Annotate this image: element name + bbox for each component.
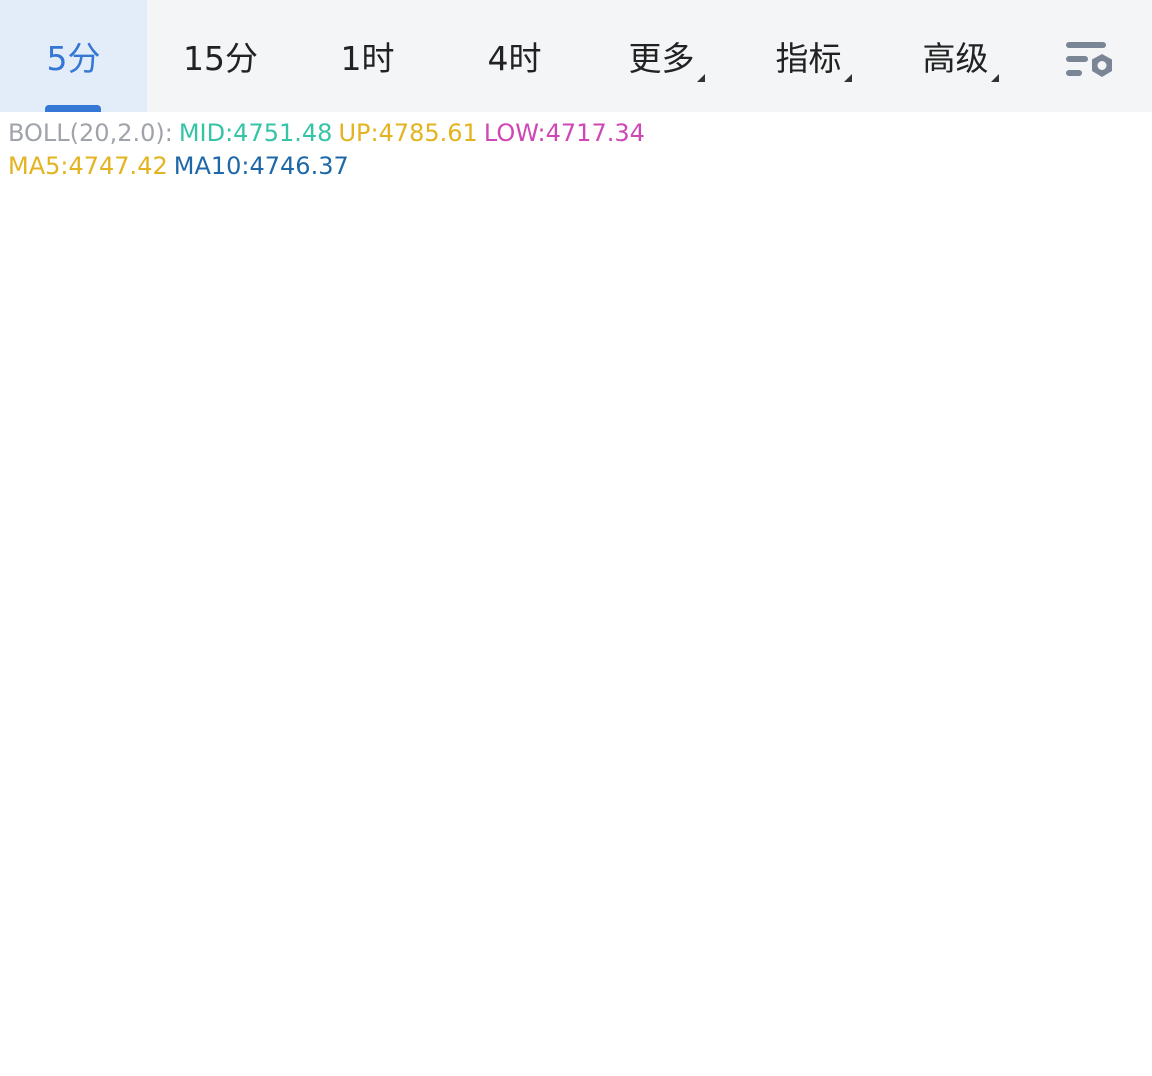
legend-row: BOLL(20,2.0): MID:4751.48 UP:4785.61 LOW:47… (8, 117, 657, 150)
tab[interactable]: 5分 (0, 0, 147, 112)
max-label: 4788.88 (422, 244, 521, 272)
candle-body (15, 600, 32, 623)
candle-body (674, 681, 691, 755)
candle-body (486, 488, 503, 497)
candle-body (934, 761, 950, 823)
candle-body (203, 457, 220, 548)
candle-body (133, 505, 150, 516)
candle-body (345, 352, 362, 425)
tab-label: 高级 (922, 39, 989, 78)
tab[interactable]: 15分 (147, 0, 294, 112)
candle-body (792, 749, 809, 827)
candle-body (415, 294, 432, 323)
candle-body (580, 537, 597, 547)
legend-entry: LOW:4717.34 (483, 119, 645, 147)
candle-body (368, 352, 385, 405)
legend-entry: MA5:4747.42 (8, 152, 168, 180)
indicator-line (0, 613, 967, 1006)
candle-body (510, 488, 527, 547)
min-label: 4718.96 (756, 946, 855, 974)
candle-body (722, 677, 739, 793)
candle-body (227, 431, 244, 457)
candle-body (557, 546, 574, 601)
plot-area (0, 231, 985, 1006)
legend-entry: UP:4785.61 (338, 119, 478, 147)
candle-body (839, 820, 856, 841)
candle-body (816, 820, 833, 827)
candle-body (86, 592, 103, 657)
candle-body (439, 322, 456, 385)
tab[interactable]: 1时 (294, 0, 441, 112)
candle-body (533, 546, 550, 601)
tab-label: 1时 (340, 39, 395, 78)
expand-button[interactable] (47, 929, 113, 995)
legend-entry: MA10:4746.37 (173, 152, 349, 180)
candle-body (463, 384, 479, 497)
indicator-line (0, 448, 967, 761)
candle-body (698, 677, 715, 683)
tab-label: 15分 (183, 39, 258, 78)
tab-label: 更多 (628, 39, 695, 78)
current-price-label: 4738.94 (1016, 744, 1119, 773)
tab[interactable]: 指标 (735, 0, 882, 112)
current-price-tag (987, 738, 1152, 779)
legend-row: MA5:4747.42 MA10:4746.37 (8, 150, 657, 183)
indicator-line (0, 353, 966, 837)
candle-body (863, 810, 880, 841)
highlight-ring (708, 899, 927, 1018)
y-tick-label: 4760 (1036, 533, 1100, 562)
y-tick-label: 4740 (1036, 734, 1100, 763)
tab-label: 指标 (775, 39, 842, 78)
y-tick-label: 4780 (1036, 332, 1100, 361)
candle-body (957, 822, 974, 887)
candle-body (156, 516, 173, 521)
tab-label: 5分 (46, 39, 101, 78)
y-tick-label: 4720 (1036, 935, 1100, 964)
legend-entry: MID:4751.48 (178, 119, 333, 147)
timeframe-tabs: 5分 15分 1时 4时 更多 指标 高级 (0, 0, 1152, 112)
tab[interactable]: 更多 (588, 0, 735, 112)
candle-body (392, 294, 409, 407)
candle-body (298, 379, 315, 455)
candle-body (627, 441, 644, 513)
dropdown-caret (991, 74, 999, 82)
candle-body (180, 520, 197, 548)
candle-body (769, 666, 786, 750)
indicator-line (0, 231, 967, 521)
dropdown-caret (844, 74, 852, 82)
dropdown-caret (697, 74, 705, 82)
candle-body (745, 666, 762, 793)
y-tick-label: 4730 (1036, 834, 1100, 863)
x-tick-label: 12:00 (295, 1041, 364, 1069)
candle-body (910, 761, 927, 888)
indicator-name: BOLL(20,2.0): (8, 119, 173, 147)
legend-group: MID:4751.48 UP:4785.61 LOW:4717.34 (179, 119, 651, 147)
candle-body (251, 374, 268, 432)
tab-label: 4时 (487, 39, 542, 78)
candle-body (39, 600, 56, 623)
x-tick-label: 14:00 (860, 1041, 929, 1069)
y-tick-label: 4770 (1036, 432, 1100, 461)
candle-body (62, 605, 79, 657)
candle-body (604, 441, 621, 538)
tab[interactable]: 高级 (882, 0, 1029, 112)
settings-icon[interactable] (1062, 40, 1118, 84)
candle-body (109, 504, 126, 593)
candle-body (651, 512, 668, 755)
y-tick-label: 4750 (1036, 633, 1100, 662)
candle-body (274, 374, 291, 457)
candle-body (0, 564, 8, 599)
tab[interactable]: 4时 (441, 0, 588, 112)
indicator-legend: BOLL(20,2.0): MID:4751.48 UP:4785.61 LOW:47… (8, 117, 657, 183)
candle-body (886, 808, 903, 888)
y-tick-label: 4790 (1036, 232, 1100, 261)
indicator-line (0, 383, 967, 816)
candle-body (321, 379, 338, 425)
